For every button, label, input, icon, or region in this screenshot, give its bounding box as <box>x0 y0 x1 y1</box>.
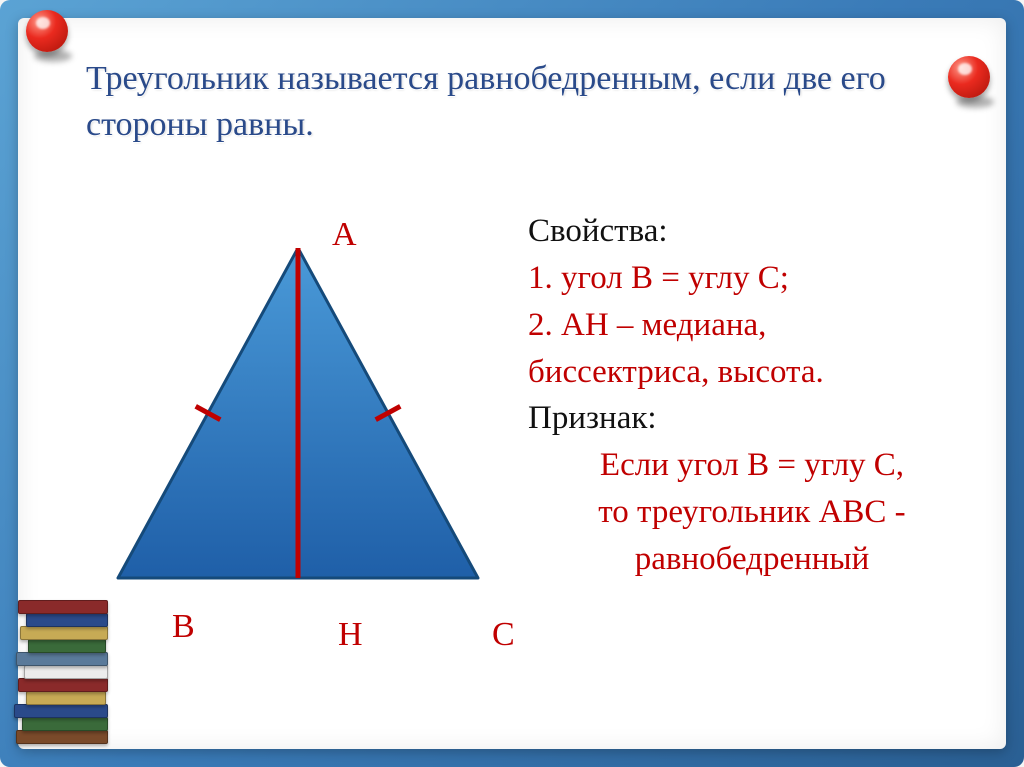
pushpin-left-icon <box>26 10 76 60</box>
vertex-c-label: C <box>492 616 515 654</box>
triangle-svg <box>98 248 498 588</box>
book-stack-icon <box>8 590 128 745</box>
property-1: 1. угол В = углу С; <box>528 255 976 302</box>
vertex-b-label: B <box>172 608 195 646</box>
book <box>16 652 108 666</box>
properties-heading: Свойства: <box>528 208 976 255</box>
triangle-diagram: A B H C <box>88 218 508 678</box>
book <box>18 600 108 614</box>
pushpin-right-icon <box>948 56 998 106</box>
whiteboard: Треугольник называется равнобедренным, е… <box>18 18 1006 749</box>
criterion-heading: Признак: <box>528 395 976 442</box>
properties-block: Свойства: 1. угол В = углу С; 2. АН – ме… <box>528 208 976 583</box>
book <box>14 704 108 718</box>
vertex-a-label: A <box>332 216 357 254</box>
book <box>26 691 106 705</box>
book <box>24 665 108 679</box>
book <box>20 626 108 640</box>
book <box>18 678 108 692</box>
vertex-h-label: H <box>338 616 363 654</box>
book <box>28 639 106 653</box>
criterion-2: то треугольник АВС - <box>528 489 976 536</box>
property-2b: биссектриса, высота. <box>528 349 976 396</box>
definition-title: Треугольник называется равнобедренным, е… <box>86 56 946 148</box>
book <box>16 730 108 744</box>
criterion-3: равнобедренный <box>528 536 976 583</box>
property-2a: 2. АН – медиана, <box>528 302 976 349</box>
book <box>26 613 108 627</box>
book <box>22 717 108 731</box>
slide-frame: Треугольник называется равнобедренным, е… <box>0 0 1024 767</box>
criterion-1: Если угол В = углу С, <box>528 442 976 489</box>
